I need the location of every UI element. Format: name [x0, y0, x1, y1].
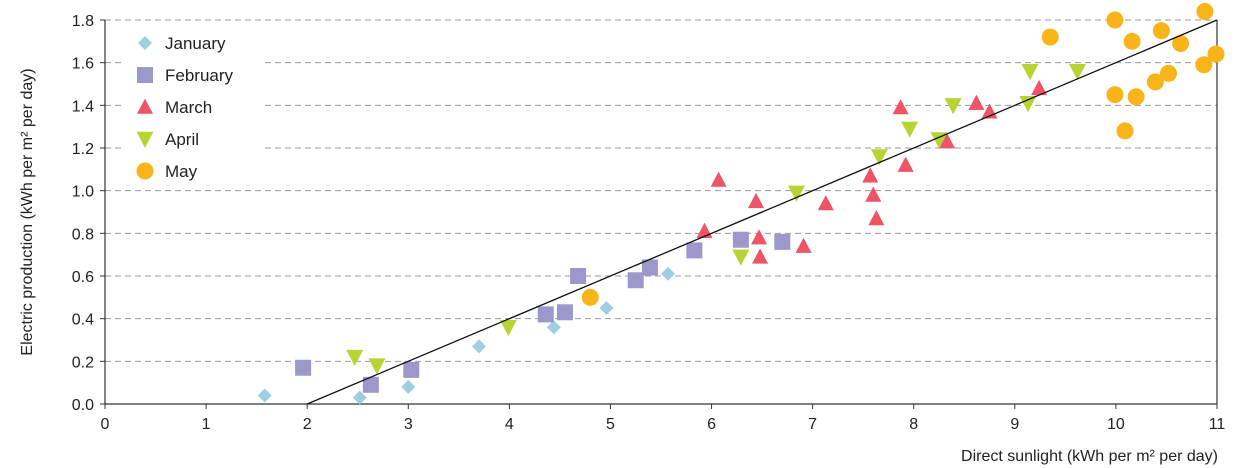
point-april [346, 349, 364, 366]
point-february [732, 231, 749, 248]
y-tick-label: 1.4 [72, 98, 94, 115]
point-february [570, 268, 587, 284]
x-tick-label: 1 [202, 416, 211, 433]
x-tick-label: 0 [101, 416, 110, 433]
point-may [1106, 86, 1124, 104]
point-february [641, 259, 658, 276]
point-february [556, 304, 573, 321]
x-tick-label: 9 [1010, 416, 1019, 433]
x-tick-label: 8 [909, 416, 918, 433]
point-april [1019, 95, 1037, 113]
legend-label-february: February [165, 66, 234, 85]
legend-marker-february [137, 67, 153, 83]
y-axis-title: Electric production (kWh per m² per day) [19, 68, 36, 355]
point-march [1031, 79, 1048, 96]
point-march [897, 156, 914, 172]
point-may [1146, 73, 1164, 91]
point-april [499, 319, 517, 337]
point-april [944, 98, 962, 115]
point-april [901, 121, 919, 138]
x-tick-label: 4 [505, 416, 514, 433]
x-tick-label: 10 [1107, 416, 1125, 433]
point-april [732, 249, 750, 266]
point-april [1068, 63, 1086, 81]
point-may [581, 288, 599, 306]
point-march [710, 171, 727, 187]
point-march [752, 248, 769, 264]
point-may [1196, 2, 1214, 20]
y-tick-label: 1.6 [72, 56, 94, 73]
point-february [627, 272, 644, 289]
point-february [403, 361, 420, 378]
point-february [295, 359, 312, 376]
x-tick-label: 2 [303, 416, 312, 433]
point-march [748, 192, 765, 209]
legend-marker-may [136, 162, 154, 180]
point-may [1123, 32, 1141, 50]
y-tick-label: 1.0 [72, 184, 94, 201]
point-february [537, 306, 554, 323]
x-tick-label: 7 [808, 416, 817, 433]
point-february [774, 233, 791, 250]
point-january [257, 388, 272, 403]
x-tick-label: 6 [707, 416, 716, 433]
point-march [868, 210, 885, 226]
y-tick-label: 0.0 [72, 397, 94, 414]
point-january [401, 379, 416, 394]
point-january [472, 339, 487, 354]
legend-label-may: May [165, 162, 198, 181]
legend-label-january: January [165, 34, 226, 53]
y-tick-label: 1.2 [72, 141, 94, 158]
point-april [1021, 63, 1039, 81]
legend-marker-april [136, 131, 154, 148]
point-february [686, 242, 703, 259]
point-april [930, 132, 948, 149]
y-tick-label: 0.6 [72, 269, 94, 286]
point-april [368, 358, 386, 375]
y-tick-label: 0.4 [72, 312, 94, 329]
x-tick-label: 5 [606, 416, 615, 433]
point-may [1195, 56, 1213, 74]
point-january [352, 390, 367, 405]
point-april [787, 185, 805, 202]
point-may [1207, 45, 1225, 63]
point-april [870, 149, 888, 166]
point-march [865, 186, 882, 202]
point-january [546, 320, 561, 335]
point-may [1041, 28, 1059, 46]
point-march [862, 167, 879, 183]
x-axis-title: Direct sunlight (kWh per m² per day) [961, 448, 1218, 465]
y-tick-label: 0.2 [72, 354, 94, 371]
point-march [751, 229, 768, 245]
point-may [1172, 34, 1190, 52]
point-may [1127, 88, 1145, 106]
point-february [362, 376, 379, 393]
legend-marker-march [137, 98, 153, 114]
point-may [1116, 122, 1134, 140]
point-march [892, 99, 909, 115]
y-tick-label: 1.8 [72, 13, 94, 30]
point-march [795, 237, 812, 253]
point-january [599, 301, 614, 315]
legend-marker-january [138, 36, 152, 50]
trendline [306, 19, 1218, 405]
point-march [939, 133, 956, 149]
point-may [1152, 22, 1170, 40]
point-march [817, 195, 834, 211]
point-march [968, 94, 985, 110]
legend-label-march: March [165, 98, 212, 117]
y-tick-label: 0.8 [72, 226, 94, 243]
point-may [1106, 11, 1124, 29]
point-may [1159, 64, 1177, 82]
legend-label-april: April [165, 130, 199, 149]
point-january [661, 266, 676, 281]
x-tick-label: 11 [1209, 416, 1226, 433]
x-tick-label: 3 [404, 416, 413, 433]
